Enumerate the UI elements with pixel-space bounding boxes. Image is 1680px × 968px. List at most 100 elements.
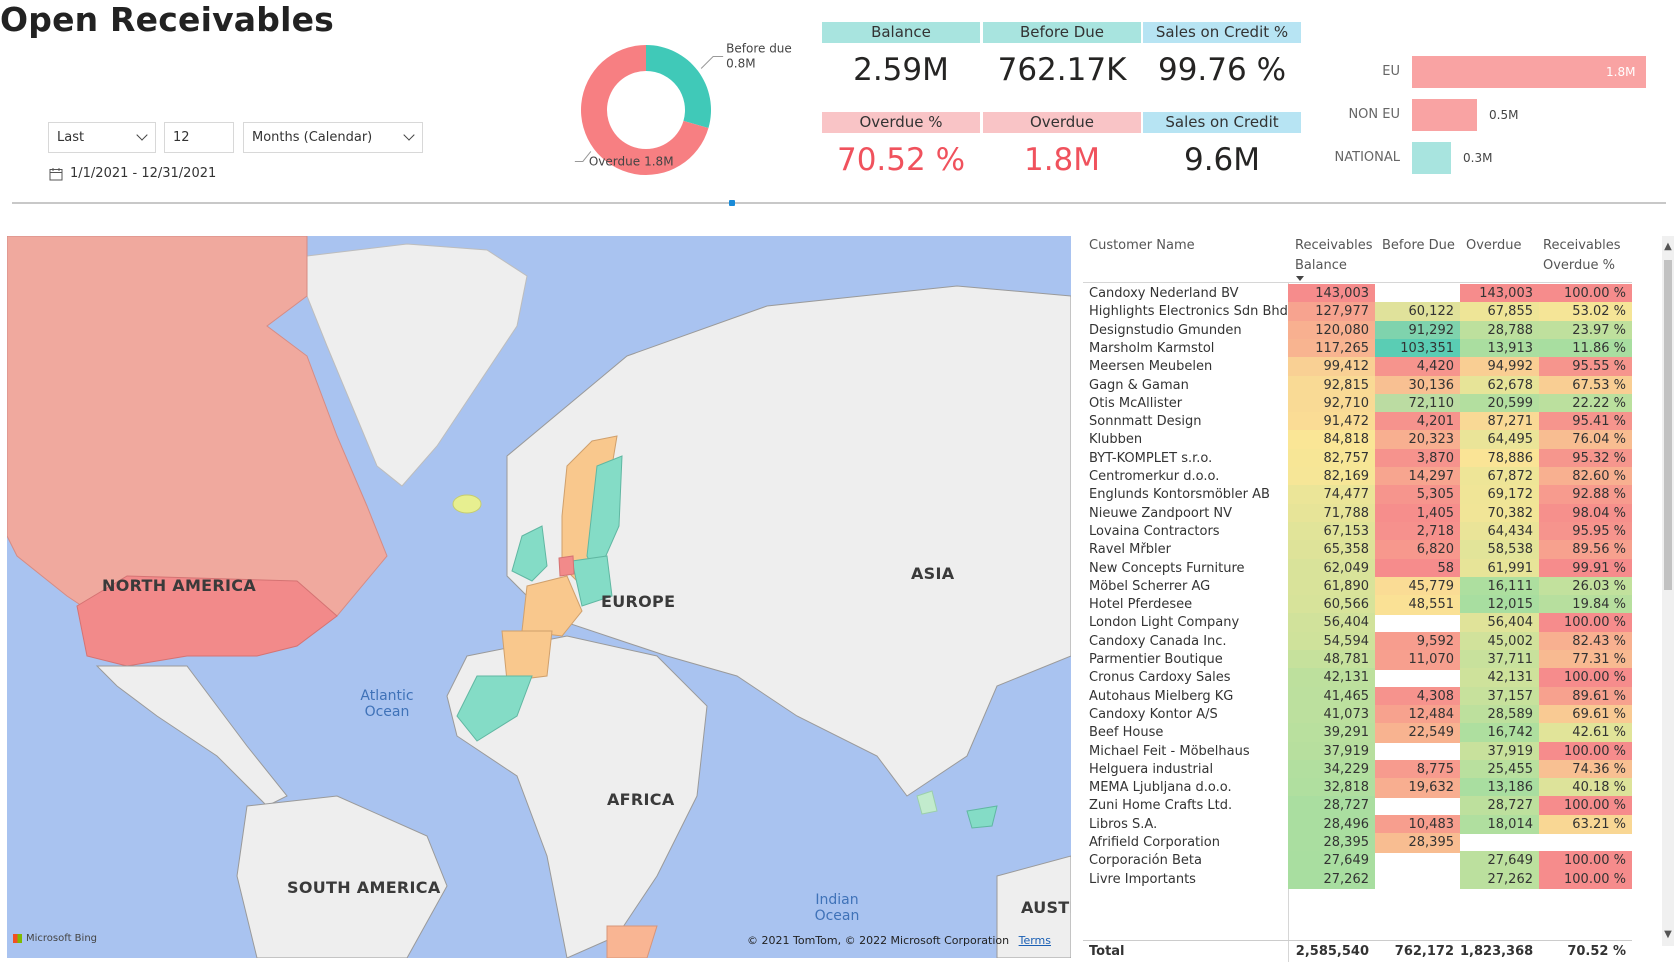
map-attribution: © 2021 TomTom, © 2022 Microsoft Corporat… — [747, 934, 1051, 947]
sort-desc-icon[interactable] — [1296, 276, 1304, 281]
continent-label-europe: EUROPE — [601, 592, 676, 611]
cell-balance: 37,919 — [1288, 741, 1375, 762]
table-scrollbar[interactable]: ▲ ▼ — [1662, 236, 1674, 946]
column-header-before-due[interactable]: Before Due — [1382, 238, 1455, 253]
table-row[interactable]: Candoxy Kontor A/S 41,073 12,484 28,589 69.6… — [1083, 704, 1632, 725]
benelux-shape — [558, 555, 575, 577]
region-bar-value: 0.3M — [1463, 151, 1493, 165]
cell-overdue-pct: 26.03 % — [1539, 576, 1632, 597]
table-row[interactable]: Beef House 39,291 22,549 16,742 42.61 % — [1083, 723, 1632, 743]
donut-label-name: Before due — [726, 42, 792, 56]
cell-before-due: 11,070 — [1375, 650, 1460, 670]
cell-overdue: 58,538 — [1460, 540, 1539, 560]
cell-overdue: 45,002 — [1460, 631, 1539, 652]
table-row[interactable]: Libros S.A. 28,496 10,483 18,014 63.21 % — [1083, 814, 1632, 835]
donut-slice[interactable] — [646, 45, 711, 129]
map-attribution-text: © 2021 TomTom, © 2022 Microsoft Corporat… — [747, 934, 1010, 947]
table-row[interactable]: Lovaina Contractors 67,153 2,718 64,434 95.9… — [1083, 521, 1632, 542]
cell-before-due: 91,292 — [1375, 320, 1460, 341]
period-unit-dropdown[interactable]: Months (Calendar) — [243, 122, 423, 153]
table-row[interactable]: Marsholm Karmstol 117,265 103,351 13,913 11.… — [1083, 338, 1632, 359]
kpi-value: 99.76 % — [1157, 52, 1287, 88]
kpi-value: 762.17K — [997, 52, 1127, 88]
table-row[interactable]: Michael Feit - Möbelhaus 37,919 37,919 100.… — [1083, 741, 1632, 762]
table-row[interactable]: Cronus Cardoxy Sales 42,131 42,131 100.00 % — [1083, 668, 1632, 688]
column-header-overdue-pct[interactable]: Receivables Overdue % — [1543, 238, 1621, 273]
iberia-shape — [501, 630, 553, 682]
table-row[interactable]: Parmentier Boutique 48,781 11,070 37,711 77.… — [1083, 650, 1632, 670]
cell-overdue-pct: 74.36 % — [1539, 759, 1632, 780]
region-bar[interactable] — [1412, 56, 1646, 88]
column-header-receivables-balance[interactable]: Receivables Balance — [1295, 238, 1373, 273]
world-map[interactable]: NORTH AMERICA SOUTH AMERICA EUROPE ASIA … — [7, 236, 1071, 958]
table-row[interactable]: Candoxy Nederland BV 143,003 143,003 100.00… — [1083, 284, 1632, 304]
table-row[interactable]: Centromerkur d.o.o. 82,169 14,297 67,872 82.… — [1083, 467, 1632, 487]
map-shapes — [7, 236, 1071, 958]
table-row[interactable]: Zuni Home Crafts Ltd. 28,727 28,727 100.00 … — [1083, 796, 1632, 816]
cell-overdue-pct: 100.00 % — [1539, 796, 1632, 816]
period-count-value: 12 — [173, 130, 190, 145]
column-header-customer-name[interactable]: Customer Name — [1089, 238, 1195, 253]
table-row[interactable]: Livre Importants 27,262 27,262 100.00 % — [1083, 869, 1632, 890]
table-row[interactable]: Otis McAllister 92,710 72,110 20,599 22.22 % — [1083, 393, 1632, 414]
table-row[interactable]: Nieuwe Zandpoort NV 71,788 1,405 70,382 98.0… — [1083, 503, 1632, 524]
cell-overdue: 70,382 — [1460, 503, 1539, 524]
table-header-divider — [1083, 282, 1632, 283]
table-row[interactable]: Klubben 84,818 20,323 64,495 76.04 % — [1083, 430, 1632, 450]
table-row[interactable]: Englunds Kontorsmöbler AB 74,477 5,305 69,1… — [1083, 485, 1632, 505]
cell-overdue: 64,495 — [1460, 430, 1539, 450]
table-row[interactable]: Sonnmatt Design 91,472 4,201 87,271 95.41 % — [1083, 412, 1632, 432]
period-type-dropdown[interactable]: Last — [48, 122, 156, 153]
region-bar[interactable] — [1412, 99, 1477, 131]
cell-balance: 56,404 — [1288, 613, 1375, 633]
table-row[interactable]: Afrifield Corporation 28,395 28,395 — [1083, 833, 1632, 853]
column-header-overdue[interactable]: Overdue — [1466, 238, 1522, 253]
cell-before-due: 9,592 — [1375, 631, 1460, 652]
cell-overdue-pct: 82.60 % — [1539, 467, 1632, 487]
table-row[interactable]: Corporación Beta 27,649 27,649 100.00 % — [1083, 851, 1632, 871]
cell-overdue-pct: 95.32 % — [1539, 448, 1632, 469]
table-row[interactable]: Helguera industrial 34,229 8,775 25,455 74.3… — [1083, 759, 1632, 780]
cell-before-due: 2,718 — [1375, 521, 1460, 542]
table-row[interactable]: New Concepts Furniture 62,049 58 61,991 99.9… — [1083, 558, 1632, 579]
ocean-label-atlantic: Atlantic Ocean — [360, 688, 414, 720]
cell-overdue-pct: 53.02 % — [1539, 302, 1632, 322]
table-row[interactable]: Möbel Scherrer AG 61,890 45,779 16,111 26.03… — [1083, 576, 1632, 597]
table-row[interactable]: MEMA Ljubljana d.o.o. 32,818 19,632 13,186 4… — [1083, 778, 1632, 798]
cell-overdue: 27,262 — [1460, 869, 1539, 890]
table-row[interactable]: BYT-KOMPLET s.r.o. 82,757 3,870 78,886 95.32… — [1083, 448, 1632, 469]
cell-customer-name: Afrifield Corporation — [1089, 835, 1220, 850]
table-row[interactable]: Meersen Meubelen 99,412 4,420 94,992 95.55 % — [1083, 357, 1632, 377]
cell-before-due: 30,136 — [1375, 375, 1460, 396]
cell-customer-name: Möbel Scherrer AG — [1089, 578, 1211, 594]
date-range: 1/1/2021 - 12/31/2021 — [49, 166, 216, 181]
table-row[interactable]: Ravel Mřbler 65,358 6,820 58,538 89.56 % — [1083, 540, 1632, 560]
scroll-thumb[interactable] — [1664, 260, 1672, 590]
cell-before-due: 60,122 — [1375, 302, 1460, 322]
map-terms-link[interactable]: Terms — [1018, 934, 1051, 947]
table-row[interactable]: Designstudio Gmunden 120,080 91,292 28,788 2… — [1083, 320, 1632, 341]
kpi-label: Balance — [822, 22, 980, 43]
period-unit-value: Months (Calendar) — [252, 130, 373, 145]
table-row[interactable]: London Light Company 56,404 56,404 100.00 % — [1083, 613, 1632, 633]
cell-balance: 117,265 — [1288, 338, 1375, 359]
period-count-input[interactable]: 12 — [164, 122, 234, 153]
cell-customer-name: Corporación Beta — [1089, 853, 1202, 869]
donut-slice[interactable] — [581, 45, 709, 175]
kpi-value: 2.59M — [853, 52, 949, 88]
scroll-up-icon[interactable]: ▲ — [1664, 241, 1672, 252]
table-row[interactable]: Gagn & Gaman 92,815 30,136 62,678 67.53 % — [1083, 375, 1632, 396]
usa-shape — [76, 575, 338, 667]
table-row[interactable]: Hotel Pferdesee 60,566 48,551 12,015 19.84 % — [1083, 595, 1632, 615]
region-bar[interactable] — [1412, 142, 1451, 174]
cell-overdue: 28,727 — [1460, 796, 1539, 816]
cell-balance: 32,818 — [1288, 778, 1375, 798]
scroll-down-icon[interactable]: ▼ — [1664, 929, 1672, 940]
table-row[interactable]: Autohaus Mielberg KG 41,465 4,308 37,157 89.… — [1083, 686, 1632, 707]
date-range-text: 1/1/2021 - 12/31/2021 — [70, 166, 217, 181]
cell-balance: 41,073 — [1288, 704, 1375, 725]
table-row[interactable]: Candoxy Canada Inc. 54,594 9,592 45,002 82.4… — [1083, 631, 1632, 652]
chevron-down-icon — [136, 129, 148, 141]
table-row[interactable]: Highlights Electronics Sdn Bhd 127,977 60,… — [1083, 302, 1632, 322]
